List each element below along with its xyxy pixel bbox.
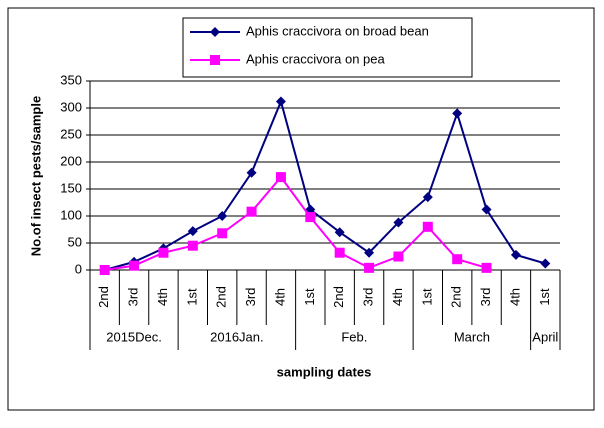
group-label: April [532, 329, 558, 344]
y-axis-title: No.of insect pests/sample [28, 96, 43, 256]
legend-label: Aphis craccivora on broad bean [246, 23, 429, 38]
legend-marker [210, 27, 220, 37]
data-point [452, 108, 463, 119]
data-point [275, 172, 286, 183]
data-point [305, 212, 316, 223]
x-tick-label: 3rd [126, 288, 141, 307]
series-line [104, 98, 546, 271]
y-tick-label: 150 [60, 180, 82, 195]
x-axis-title: sampling dates [277, 364, 372, 379]
legend-marker [210, 55, 220, 65]
data-point [422, 192, 433, 203]
data-point [452, 254, 463, 265]
group-label: March [454, 329, 490, 344]
x-tick-label: 1st [419, 288, 434, 306]
x-tick-label: 3rd [361, 288, 376, 307]
x-tick-label: 2nd [449, 286, 464, 308]
data-point [481, 262, 492, 273]
y-tick-label: 100 [60, 207, 82, 222]
group-label: 2015Dec. [106, 329, 162, 344]
x-tick-label: 4th [507, 288, 522, 306]
chart-border [7, 7, 595, 411]
data-point [246, 167, 257, 178]
x-tick-label: 2nd [214, 286, 229, 308]
y-tick-label: 250 [60, 126, 82, 141]
x-tick-label: 4th [155, 288, 170, 306]
y-tick-label: 300 [60, 99, 82, 114]
data-point [334, 247, 345, 258]
x-tick-label: 2nd [331, 286, 346, 308]
data-point [364, 262, 375, 273]
y-tick-label: 200 [60, 153, 82, 168]
x-tick-label: 2nd [96, 286, 111, 308]
data-point [393, 251, 404, 262]
group-label: 2016Jan. [210, 329, 264, 344]
x-tick-label: 3rd [478, 288, 493, 307]
legend-box [182, 17, 473, 78]
data-point [275, 96, 286, 107]
group-label: Feb. [341, 329, 367, 344]
data-point [129, 260, 140, 271]
x-tick-label: 1st [184, 288, 199, 306]
x-tick-label: 3rd [243, 288, 258, 307]
data-point [246, 206, 257, 217]
data-point [99, 265, 110, 275]
data-point [422, 221, 433, 232]
x-tick-label: 1st [302, 288, 317, 306]
data-point [481, 204, 492, 215]
y-tick-label: 350 [60, 72, 82, 87]
y-tick-label: 0 [75, 261, 82, 276]
data-point [364, 247, 375, 258]
data-point [187, 226, 198, 237]
data-point [217, 228, 228, 239]
data-point [393, 217, 404, 228]
x-tick-label: 1st [537, 288, 552, 306]
legend-label: Aphis craccivora on pea [246, 51, 386, 66]
data-point [217, 211, 228, 221]
x-tick-label: 4th [272, 288, 287, 306]
data-point [540, 258, 551, 269]
y-tick-label: 50 [68, 234, 82, 249]
data-point [187, 240, 198, 251]
data-point [334, 227, 345, 238]
data-point [510, 249, 521, 260]
x-tick-label: 4th [390, 288, 405, 306]
data-point [158, 247, 169, 258]
